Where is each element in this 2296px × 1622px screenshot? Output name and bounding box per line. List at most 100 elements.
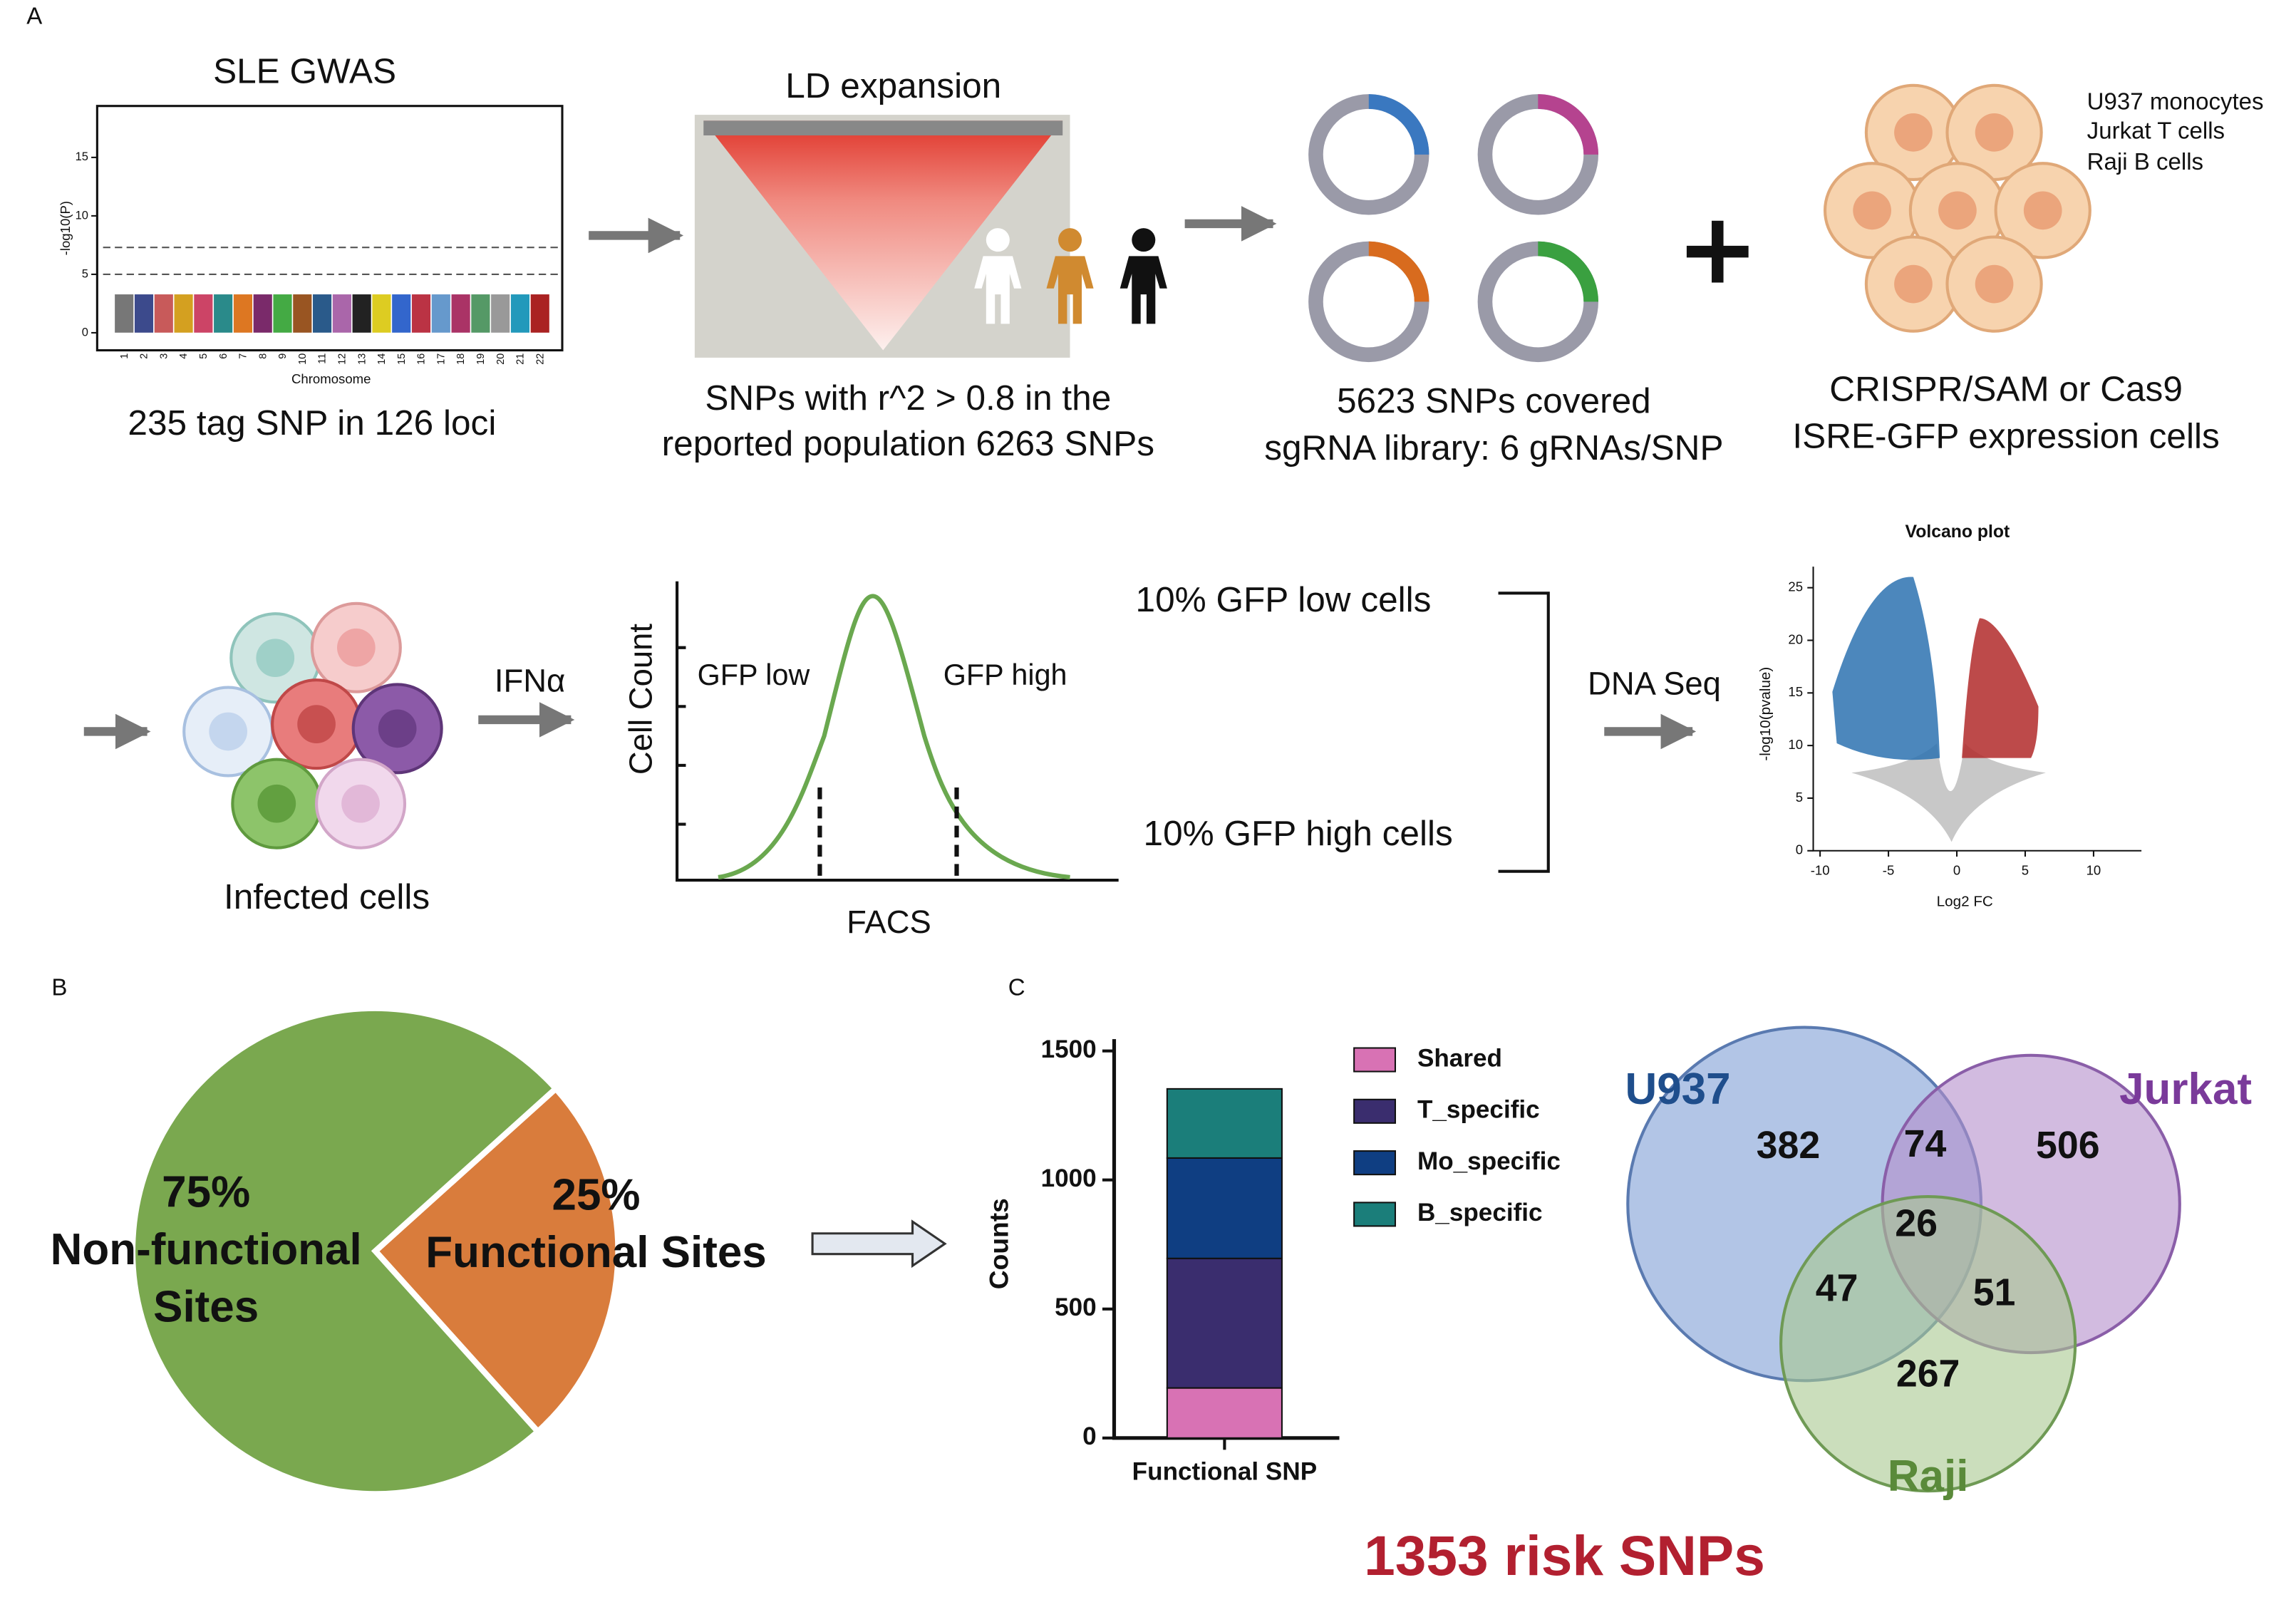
caption: 5623 SNPs covered <box>1337 381 1651 420</box>
chromosome-band <box>332 294 351 333</box>
panel-label: C <box>1008 975 1025 1001</box>
y-tick-label: 1500 <box>1041 1035 1097 1063</box>
x-tick-label: -5 <box>1883 863 1895 878</box>
caption: Infected cells <box>224 877 430 916</box>
plot-title: Volcano plot <box>1905 522 2010 542</box>
axis-label: Cell Count <box>623 624 659 775</box>
legend-swatch <box>1353 1150 1397 1176</box>
chromosome-band <box>194 294 213 333</box>
chromosome-band <box>115 294 134 333</box>
cell-name: U937 monocytes <box>2087 88 2264 115</box>
caption: sgRNA library: 6 gRNAs/SNP <box>1264 428 1723 468</box>
legend-swatch <box>1353 1202 1397 1227</box>
x-tick-label: 11 <box>317 353 329 364</box>
caption: CRISPR/SAM or Cas9 <box>1829 368 2183 408</box>
illustrations <box>83 83 2142 1269</box>
x-tick-label: 5 <box>198 353 210 359</box>
chromosome-band <box>154 294 173 333</box>
venn-set <box>1779 1195 2077 1493</box>
x-tick-label: 19 <box>475 353 487 365</box>
x-tick-label: 10 <box>297 353 309 365</box>
value-label: 75% <box>162 1167 250 1216</box>
y-tick-label: 0 <box>1796 842 1803 857</box>
y-tick-label: 0 <box>82 325 88 339</box>
chromosome-band <box>214 294 233 333</box>
axis-label: Chromosome <box>291 371 371 386</box>
y-tick-label: 10 <box>76 208 88 222</box>
x-tick-label: 7 <box>238 353 249 359</box>
pie-slice <box>129 1005 560 1497</box>
region-count: 382 <box>1757 1124 1821 1167</box>
region-count: 267 <box>1896 1352 1960 1395</box>
y-tick-label: 5 <box>1796 790 1803 805</box>
cell-name: Jurkat T cells <box>2087 118 2225 145</box>
y-tick-label: 25 <box>1788 579 1803 594</box>
bar-segment <box>1166 1387 1283 1439</box>
x-tick-label: 3 <box>158 353 170 359</box>
x-tick-label: 21 <box>515 353 527 365</box>
slice-label: Functional Sites <box>425 1228 766 1277</box>
panel-label: B <box>51 975 67 1001</box>
x-tick-label: 8 <box>257 353 269 359</box>
axis-label: Log2 FC <box>1937 894 1993 910</box>
y-tick-label: 500 <box>1055 1293 1097 1321</box>
caption: SNPs with r^2 > 0.8 in the <box>705 378 1111 418</box>
set-label: Raji <box>1888 1452 1969 1501</box>
caption: 235 tag SNP in 126 loci <box>128 403 496 443</box>
chromosome-band <box>372 294 391 333</box>
chromosome-band <box>174 294 193 333</box>
plot-title: SLE GWAS <box>213 51 396 91</box>
x-tick-label: 18 <box>455 353 467 365</box>
x-tick-label: 2 <box>139 353 150 359</box>
x-tick-label: 4 <box>178 353 190 359</box>
x-tick-label: 22 <box>534 353 546 365</box>
chromosome-band <box>352 294 371 333</box>
stimulus: IFNα <box>495 662 565 698</box>
x-tick-label: 6 <box>218 353 229 359</box>
panel-label: A <box>26 4 42 30</box>
set-label: Jurkat <box>2119 1065 2252 1114</box>
gate-label: GFP low <box>698 658 810 691</box>
y-tick-label: 5 <box>82 267 88 280</box>
y-tick-label: 20 <box>1788 631 1803 646</box>
region-count: 26 <box>1895 1202 1938 1245</box>
region-count: 47 <box>1816 1266 1858 1309</box>
slice-label: Sites <box>153 1283 259 1332</box>
axis-label: -log10(pvalue) <box>1757 667 1774 761</box>
chromosome-band <box>530 294 549 333</box>
x-tick-label: 9 <box>277 353 289 359</box>
gate-label: GFP high <box>943 658 1067 691</box>
x-tick-label: 20 <box>495 353 507 365</box>
manhattan-frame <box>95 105 564 352</box>
caption: ISRE-GFP expression cells <box>1792 416 2219 456</box>
chromosome-band <box>510 294 530 333</box>
axis-label: FACS <box>847 904 931 940</box>
x-tick-label: Functional SNP <box>1132 1458 1317 1486</box>
chromosome-band <box>313 294 332 333</box>
legend-label: T_specific <box>1417 1096 1540 1124</box>
legend-label: Shared <box>1417 1044 1502 1072</box>
legend-label: Mo_specific <box>1417 1147 1561 1175</box>
chromosome-band <box>134 294 154 333</box>
x-tick-label: -10 <box>1811 863 1830 878</box>
bar-segment <box>1166 1157 1283 1259</box>
cell-name: Raji B cells <box>2087 149 2203 175</box>
y-tick-label: 10 <box>1788 737 1803 752</box>
x-tick-label: 17 <box>435 353 447 365</box>
x-tick-label: 10 <box>2086 863 2101 878</box>
value-label: 25% <box>552 1171 640 1220</box>
x-tick-label: 5 <box>2022 863 2029 878</box>
plot-title: LD expansion <box>785 66 1001 105</box>
x-tick-label: 13 <box>356 353 368 365</box>
x-tick-label: 15 <box>396 353 408 365</box>
sort-label: 10% GFP high cells <box>1144 813 1453 853</box>
content: A B C SLE GWAS -log10(P) Chromosome 235 tag SN… <box>26 4 2263 1587</box>
x-tick-label: 12 <box>337 353 348 365</box>
y-tick-label: 0 <box>1082 1422 1097 1450</box>
y-tick-label: 1000 <box>1041 1164 1097 1192</box>
chromosome-band <box>273 294 292 333</box>
axis-label: -log10(P) <box>58 201 73 255</box>
chromosome-band <box>392 294 411 333</box>
set-label: U937 <box>1625 1065 1730 1114</box>
